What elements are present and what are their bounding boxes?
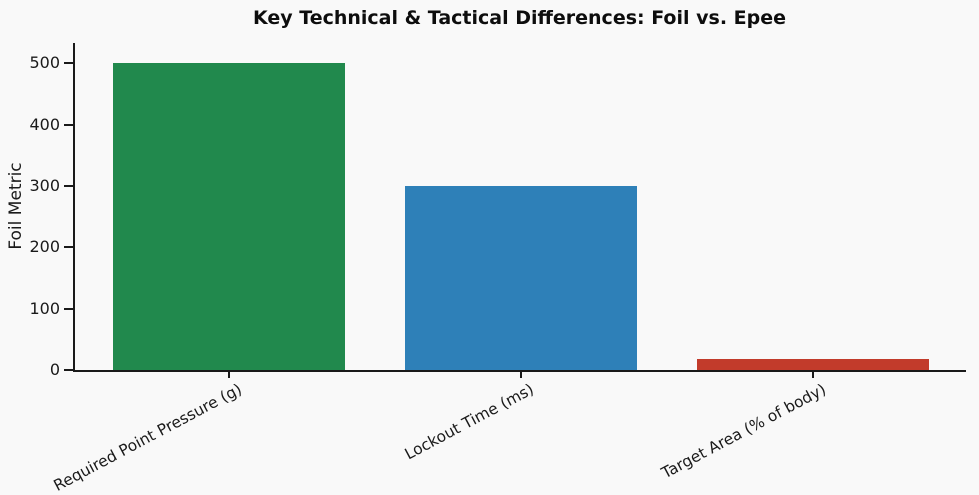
x-tick-mark: [520, 372, 522, 378]
y-tick-mark: [64, 246, 73, 249]
x-tick-mark: [228, 372, 230, 378]
plot-area: 0 100 200 300 400 500 Required Point Pressure …: [29, 43, 966, 495]
y-tick-label: 400: [29, 114, 60, 134]
y-tick-label: 200: [29, 237, 60, 257]
y-tick-label: 500: [29, 53, 60, 73]
y-tick-mark: [64, 369, 73, 371]
y-tick-mark: [64, 307, 73, 310]
bar-chart-figure: Key Technical & Tactical Differences: Fo…: [6, 7, 966, 495]
y-tick-mark: [64, 184, 73, 187]
y-tick-label: 100: [29, 298, 60, 318]
x-tick-label: Lockout Time (ms): [401, 380, 537, 464]
y-axis-label: Foil Metric: [6, 162, 26, 250]
bar-lockout-time-ms: [405, 185, 637, 370]
chart-title: Key Technical & Tactical Differences: Fo…: [252, 7, 787, 29]
bar-required-point-pressure-g: [113, 63, 345, 370]
x-tick-label: Target Area (% of body): [658, 380, 829, 483]
x-tick-label: Required Point Pressure (g): [50, 380, 245, 495]
y-tick-label: 0: [49, 360, 60, 379]
y-tick-label: 300: [29, 175, 60, 195]
y-tick-mark: [64, 123, 73, 126]
y-tick-mark: [64, 62, 73, 65]
bar-target-area-of-body: [697, 358, 929, 370]
x-tick-mark: [812, 372, 814, 378]
